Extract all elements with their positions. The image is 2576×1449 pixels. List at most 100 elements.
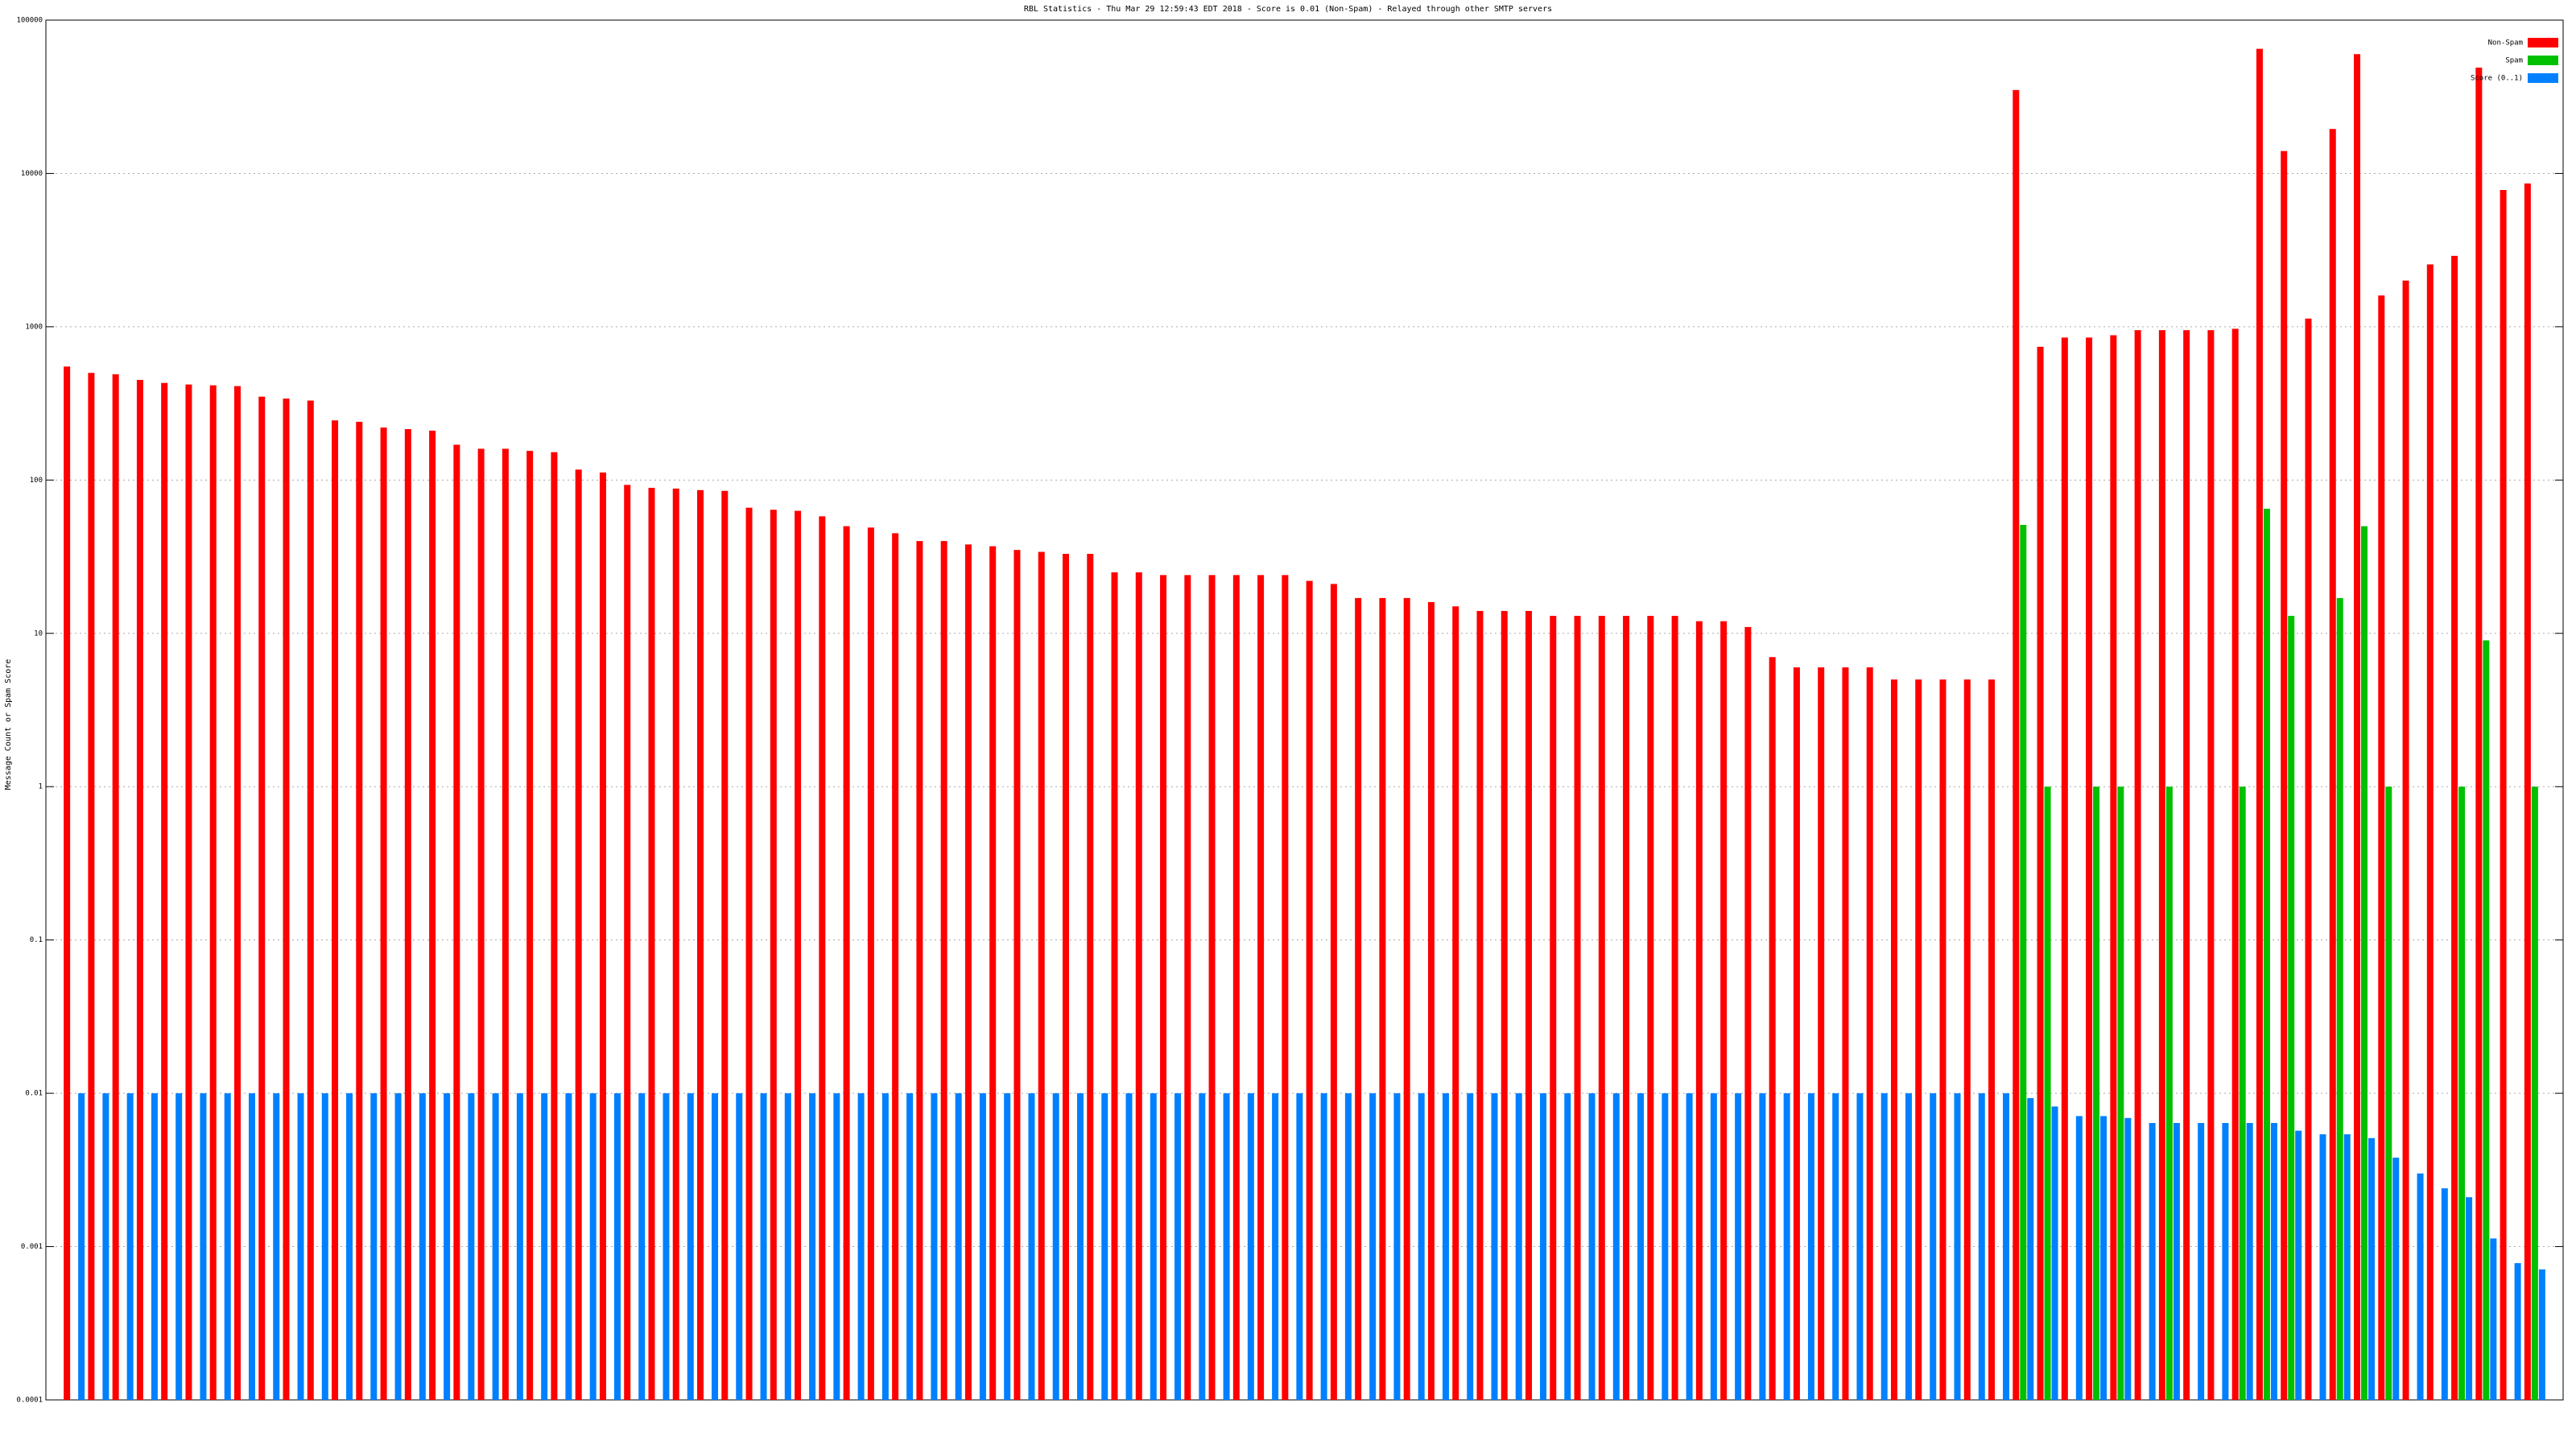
bar: [161, 382, 168, 1401]
bar: [444, 1093, 451, 1400]
bar: [1515, 1093, 1522, 1400]
bar: [1403, 597, 1410, 1400]
bar: [1467, 1093, 1474, 1400]
legend-swatch: [2528, 73, 2558, 83]
bar: [1540, 1093, 1547, 1400]
bar: [2027, 1098, 2034, 1400]
bar: [1062, 554, 1069, 1400]
bar: [784, 1093, 791, 1400]
bar: [1028, 1093, 1035, 1400]
bar: [697, 489, 704, 1400]
bar: [1272, 1093, 1279, 1400]
bar: [989, 546, 997, 1400]
bar: [394, 1093, 402, 1400]
bar: [1125, 1093, 1133, 1400]
bar: [1306, 580, 1313, 1400]
bar: [1686, 1093, 1693, 1400]
bar: [1296, 1093, 1303, 1400]
bar: [940, 541, 947, 1400]
bar: [881, 1093, 889, 1400]
bar: [638, 1093, 646, 1400]
bar: [1174, 1093, 1182, 1400]
bar: [2483, 640, 2490, 1400]
y-tick-label: 100: [30, 477, 43, 485]
bar: [2305, 318, 2312, 1400]
bar: [2524, 183, 2531, 1401]
bar: [321, 1093, 328, 1400]
bar: [102, 1093, 109, 1400]
bar: [712, 1093, 719, 1400]
bar: [2183, 330, 2190, 1400]
bar: [2361, 526, 2368, 1400]
bar: [1135, 572, 1142, 1400]
bar: [1087, 554, 1094, 1400]
bar: [1564, 1093, 1571, 1400]
bar: [2013, 89, 2020, 1400]
bar: [1320, 1093, 1327, 1400]
bar: [492, 1093, 499, 1400]
bar: [2329, 129, 2336, 1400]
bar: [2426, 264, 2434, 1400]
bar: [2288, 616, 2295, 1400]
bar: [1038, 551, 1045, 1400]
bar: [1355, 597, 1362, 1400]
bar: [931, 1093, 938, 1400]
bar: [979, 1093, 986, 1400]
bar: [346, 1093, 353, 1400]
bar: [1832, 1093, 1839, 1400]
bar: [1793, 667, 1800, 1400]
bar: [1393, 1093, 1401, 1400]
bar: [502, 448, 509, 1400]
bar: [1905, 1093, 1912, 1400]
bar: [1330, 584, 1337, 1400]
bar: [1052, 1093, 1059, 1400]
bar: [964, 544, 972, 1400]
bar: [955, 1093, 962, 1400]
bar: [2368, 1137, 2376, 1400]
bar: [1807, 1093, 1814, 1400]
bar: [1150, 1093, 1157, 1400]
bar: [1013, 550, 1021, 1400]
bar: [380, 427, 387, 1400]
bar: [2451, 255, 2458, 1400]
bar: [1842, 667, 1849, 1400]
bar: [1720, 621, 1728, 1400]
bar: [565, 1093, 572, 1400]
bar: [916, 541, 923, 1400]
bar: [1111, 572, 1118, 1400]
bar: [2110, 335, 2117, 1400]
bar: [1915, 679, 1922, 1400]
bar: [356, 421, 363, 1400]
y-tick-label: 1: [39, 783, 43, 791]
bar: [1379, 597, 1386, 1400]
bar: [233, 386, 241, 1400]
bar: [1769, 657, 1776, 1400]
bar: [663, 1093, 670, 1400]
bar: [1866, 667, 1873, 1400]
bar: [2246, 1123, 2253, 1400]
bar: [2336, 597, 2343, 1400]
bar: [2343, 1134, 2351, 1400]
bar: [2134, 330, 2141, 1400]
bar: [1282, 575, 1289, 1400]
bar: [2500, 189, 2507, 1401]
legend-label: Spam: [2505, 57, 2523, 65]
bar: [1223, 1093, 1230, 1400]
bar: [2020, 525, 2027, 1401]
bar: [2173, 1123, 2180, 1400]
bar: [1476, 610, 1484, 1400]
bar: [2003, 1093, 2010, 1400]
bar: [1588, 1093, 1596, 1400]
bar: [1501, 610, 1508, 1400]
bar: [857, 1093, 865, 1400]
bar: [307, 400, 314, 1401]
bar: [770, 510, 777, 1400]
bar: [624, 485, 631, 1400]
bar: [64, 366, 71, 1401]
bar: [551, 452, 558, 1401]
bar: [687, 1093, 694, 1400]
bar: [2270, 1123, 2277, 1400]
y-tick-label: 100000: [16, 17, 43, 25]
bar: [2319, 1134, 2326, 1400]
